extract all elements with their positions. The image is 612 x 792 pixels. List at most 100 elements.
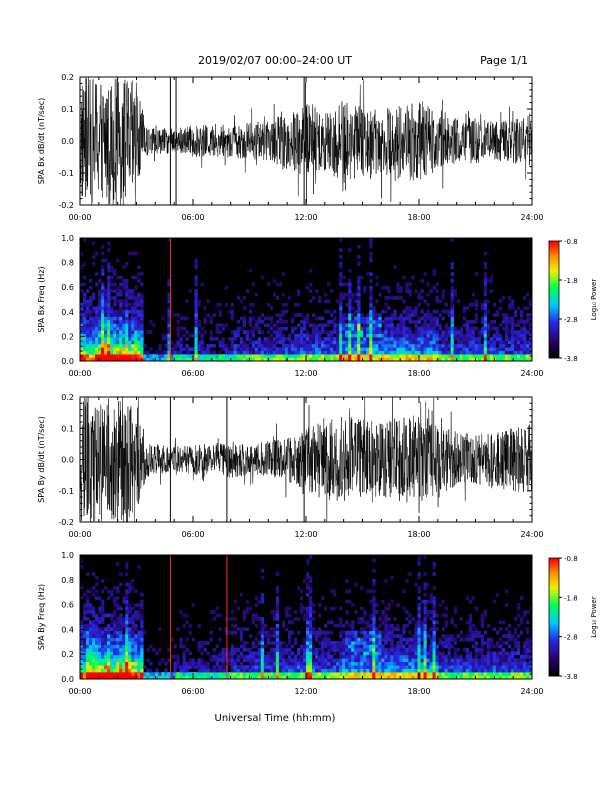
spectrogram-cell xyxy=(158,661,162,666)
spectrogram-cell xyxy=(450,337,454,341)
colorbar-tick-label: -0.8 xyxy=(564,238,578,246)
spectrogram-cell xyxy=(432,340,436,345)
spectrogram-cell xyxy=(83,675,87,680)
spectrogram-cell xyxy=(396,648,400,652)
spectrogram-cell xyxy=(260,354,265,358)
spectrogram-cell xyxy=(357,282,361,287)
spectrogram-cell xyxy=(417,316,421,321)
spectrogram-cell xyxy=(278,644,283,649)
spectrogram-cell xyxy=(522,306,527,311)
spectrogram-cell xyxy=(333,648,337,652)
spectrogram-cell xyxy=(89,589,93,594)
spectrogram-cell xyxy=(438,651,442,656)
spectrogram-cell xyxy=(257,337,262,341)
spectrogram-cell xyxy=(95,658,99,663)
spectrogram-cell xyxy=(101,296,105,300)
spectrogram-cell xyxy=(95,596,99,601)
spectrogram-cell xyxy=(179,343,183,348)
spectrogram-cell xyxy=(351,292,355,297)
spectrogram-cell xyxy=(438,299,442,304)
spectrogram-cell xyxy=(363,343,367,348)
spectrogram-cell xyxy=(357,299,361,304)
spectrogram-cell xyxy=(468,613,473,618)
spectrogram-cell xyxy=(339,623,343,628)
spectrogram-cell xyxy=(83,238,87,242)
spectrogram-cell xyxy=(420,648,424,652)
spectrogram-cell xyxy=(525,340,530,345)
spectrogram-cell xyxy=(393,343,397,348)
spectrogram-cell xyxy=(384,627,388,632)
spectrogram-cell xyxy=(336,672,340,676)
spectrogram-cell xyxy=(462,333,466,338)
y-axis-label: SPA By dB/dt (nT/sec) xyxy=(37,416,46,503)
spectrogram-cell xyxy=(369,238,373,242)
spectrogram-cell xyxy=(318,333,322,338)
spectrogram-cell xyxy=(80,289,84,293)
spectrogram-cell xyxy=(390,644,394,649)
spectrogram-cell xyxy=(194,357,198,362)
spectrogram-cell xyxy=(218,343,222,348)
spectrogram-cell xyxy=(498,627,503,632)
spectrogram-cell xyxy=(429,651,433,656)
spectrogram-cell xyxy=(462,661,466,666)
colorbar-segment xyxy=(549,626,559,630)
spectrogram-cell xyxy=(266,337,271,341)
spectrogram-cell xyxy=(423,606,427,611)
spectrogram-cell xyxy=(104,306,108,311)
spectrogram-cell xyxy=(287,658,292,663)
spectrogram-cell xyxy=(218,350,222,355)
spectrogram-cell xyxy=(194,265,198,270)
spectrogram-cell xyxy=(345,343,349,348)
spectrogram-cell xyxy=(399,672,403,676)
spectrogram-cell xyxy=(278,326,283,331)
x-tick-label: 12:00 xyxy=(294,369,317,378)
spectrogram-cell xyxy=(468,320,473,324)
spectrogram-cell xyxy=(131,651,135,656)
spectrogram-cell xyxy=(474,347,479,352)
colorbar-segment xyxy=(549,575,559,579)
spectrogram-cell xyxy=(131,634,135,638)
spectrogram-cell xyxy=(173,313,177,317)
spectrogram-cell xyxy=(507,644,512,649)
spectrogram-cell xyxy=(98,651,102,656)
spectrogram-cell xyxy=(507,357,512,362)
spectrogram-cell xyxy=(218,340,222,345)
spectrogram-cell xyxy=(351,648,355,652)
spectrogram-cell xyxy=(134,661,138,666)
spectrogram-cell xyxy=(390,641,394,645)
spectrogram-cell xyxy=(188,651,192,656)
spectrogram-cell xyxy=(354,350,358,355)
spectrogram-cell xyxy=(122,354,126,358)
spectrogram-cell xyxy=(110,313,114,317)
spectrogram-cell xyxy=(315,665,319,669)
spectrogram-cell xyxy=(194,289,198,293)
spectrogram-cell xyxy=(522,641,527,645)
spectrogram-cell xyxy=(269,672,274,676)
spectrogram-cell xyxy=(122,620,126,625)
spectrogram-cell xyxy=(266,634,271,638)
x-tick-label: 06:00 xyxy=(181,369,204,378)
spectrogram-cell xyxy=(221,354,225,358)
spectrogram-cell xyxy=(363,620,367,625)
spectrogram-cell xyxy=(528,658,533,663)
spectrogram-cell xyxy=(414,309,418,314)
spectrogram-cell xyxy=(387,623,391,628)
spectrogram-cell xyxy=(296,661,301,666)
spectrogram-cell xyxy=(324,672,328,676)
spectrogram-cell xyxy=(209,675,213,680)
spectrogram-cell xyxy=(486,330,491,334)
spectrogram-cell xyxy=(260,651,265,656)
spectrogram-cell xyxy=(486,340,491,345)
spectrogram-cell xyxy=(324,651,328,656)
spectrogram-cell xyxy=(357,316,361,321)
colorbar-segment xyxy=(549,246,559,250)
spectrogram-cell xyxy=(366,350,370,355)
spectrogram-cell xyxy=(351,316,355,321)
spectrogram-cell xyxy=(402,316,406,321)
colorbar-segment xyxy=(549,285,559,289)
spectrogram-cell xyxy=(432,610,436,614)
spectrogram-cell xyxy=(378,675,382,680)
spectrogram-cell xyxy=(92,675,96,680)
spectrogram-cell xyxy=(480,658,485,663)
spectrogram-cell xyxy=(423,316,427,321)
